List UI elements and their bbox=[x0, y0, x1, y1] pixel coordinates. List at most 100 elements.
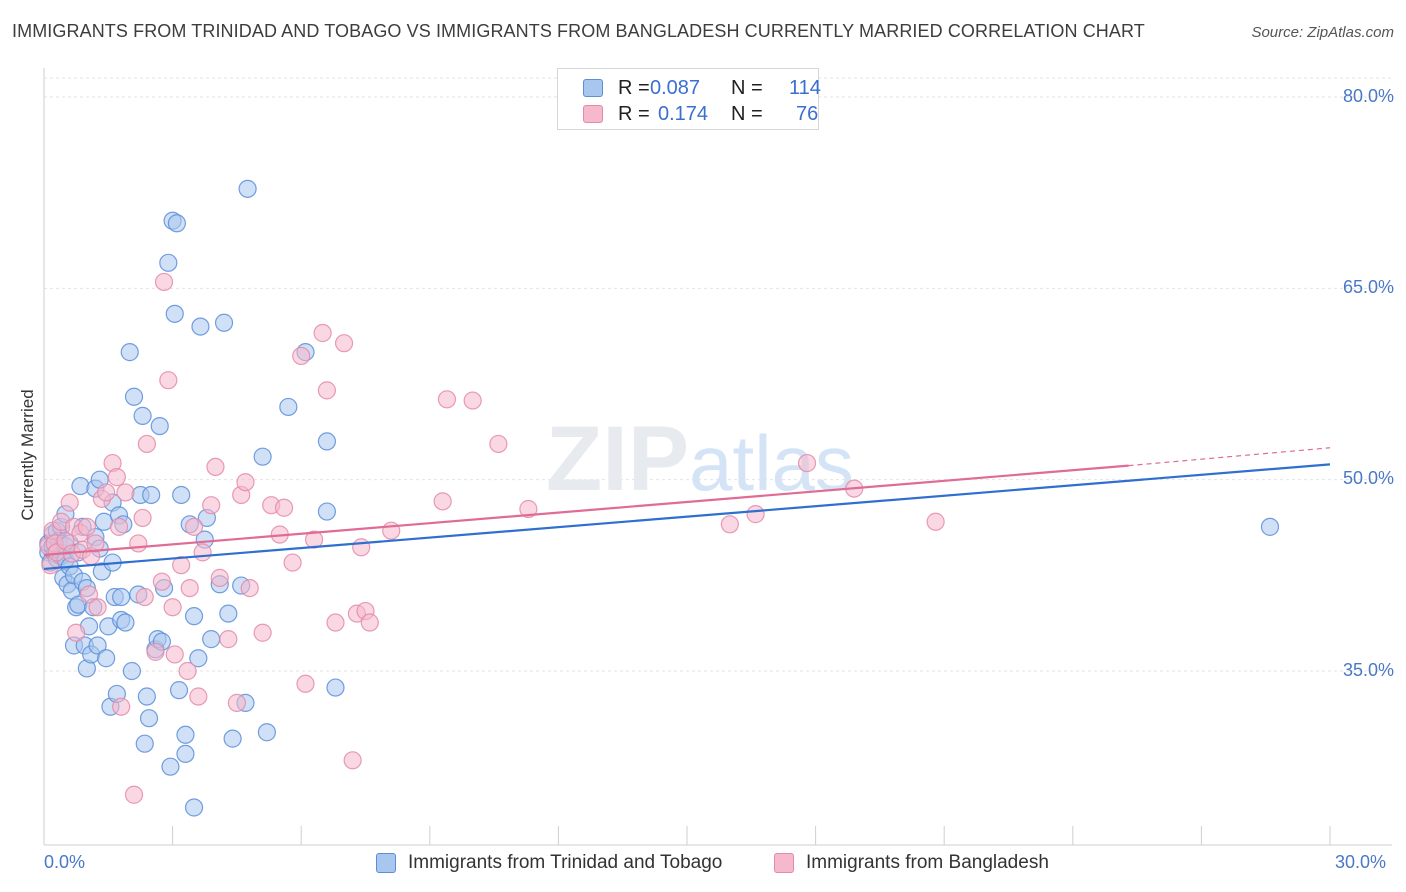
bangladesh-point bbox=[463, 391, 482, 410]
chart-title: IMMIGRANTS FROM TRINIDAD AND TOBAGO VS I… bbox=[12, 21, 1145, 41]
bangladesh-point bbox=[202, 496, 221, 515]
trinidad-point bbox=[238, 179, 257, 198]
bottom-legend-label: Immigrants from Trinidad and Tobago bbox=[408, 852, 723, 873]
bangladesh-point bbox=[165, 645, 184, 664]
bangladesh-point bbox=[86, 534, 105, 553]
bangladesh-point bbox=[313, 323, 332, 343]
trinidad-point bbox=[191, 317, 210, 336]
legend-n-value: 76 bbox=[796, 103, 819, 125]
trinidad-point bbox=[97, 649, 116, 668]
bangladesh-point bbox=[292, 346, 311, 366]
bangladesh-point bbox=[152, 572, 171, 591]
bangladesh-point bbox=[88, 598, 107, 617]
bangladesh-point bbox=[97, 483, 116, 502]
trinidad-point bbox=[112, 587, 131, 607]
trinidad-point bbox=[135, 734, 154, 753]
bangladesh-point bbox=[240, 578, 259, 598]
trinidad-point bbox=[71, 476, 90, 496]
bangladesh-point bbox=[163, 598, 182, 617]
bangladesh-point bbox=[180, 578, 199, 598]
bangladesh-point bbox=[433, 492, 452, 511]
trinidad-point bbox=[161, 757, 180, 776]
bangladesh-point bbox=[206, 457, 225, 477]
trinidad-point bbox=[189, 649, 208, 668]
bangladesh-point bbox=[326, 613, 345, 632]
bangladesh-point bbox=[926, 512, 945, 531]
data-points bbox=[39, 179, 1280, 817]
bangladesh-point bbox=[159, 371, 178, 390]
trinidad-point bbox=[317, 432, 337, 451]
trinidad-point bbox=[279, 397, 298, 417]
bangladesh-point bbox=[146, 642, 165, 661]
bangladesh-point bbox=[112, 697, 131, 716]
bangladesh-point bbox=[129, 534, 148, 553]
bangladesh-point bbox=[227, 693, 246, 712]
bangladesh-point bbox=[172, 556, 191, 575]
trinidad-point bbox=[142, 485, 161, 505]
trinidad-point bbox=[184, 798, 204, 817]
bangladesh-point bbox=[746, 505, 765, 524]
trinidad-point bbox=[214, 313, 234, 332]
bangladesh-point bbox=[193, 543, 212, 562]
trinidad-point bbox=[1260, 517, 1280, 536]
trinidad-point bbox=[167, 214, 186, 233]
trinidad-point bbox=[326, 678, 345, 697]
bottom-legend-swatch-pink bbox=[774, 853, 794, 873]
bangladesh-point bbox=[317, 381, 337, 400]
bangladesh-trend-extension bbox=[1128, 447, 1331, 467]
trinidad-point bbox=[223, 729, 242, 748]
bangladesh-point bbox=[133, 508, 152, 528]
bangladesh-point bbox=[283, 553, 302, 572]
bottom-legend-label: Immigrants from Bangladesh bbox=[806, 852, 1049, 873]
trend-lines bbox=[43, 447, 1331, 571]
bangladesh-point bbox=[135, 587, 154, 607]
trinidad-point bbox=[202, 630, 221, 649]
trinidad-point bbox=[176, 725, 195, 744]
trinidad-point bbox=[317, 502, 337, 521]
bangladesh-point bbox=[189, 687, 208, 706]
bangladesh-point bbox=[296, 674, 315, 693]
trinidad-point bbox=[137, 687, 156, 706]
bangladesh-point bbox=[154, 272, 174, 292]
x-tick-label-max: 30.0% bbox=[1335, 852, 1387, 872]
trinidad-point bbox=[88, 636, 107, 655]
legend-r-value: 0.174 bbox=[658, 103, 709, 125]
bangladesh-point bbox=[107, 468, 126, 487]
x-tick-label-min: 0.0% bbox=[44, 852, 86, 872]
trinidad-point bbox=[172, 485, 191, 505]
bangladesh-point bbox=[720, 515, 739, 534]
legend-n-label: N = bbox=[731, 77, 763, 99]
trinidad-point bbox=[184, 607, 204, 626]
trinidad-point bbox=[150, 416, 169, 436]
bangladesh-point bbox=[116, 483, 135, 502]
trinidad-point bbox=[133, 406, 152, 425]
y-axis-label: Currently Married bbox=[18, 389, 37, 521]
bangladesh-trend-line bbox=[43, 464, 1129, 557]
bangladesh-point bbox=[343, 751, 362, 770]
bangladesh-point bbox=[178, 661, 197, 681]
trinidad-point bbox=[139, 709, 159, 728]
bangladesh-point bbox=[109, 517, 129, 536]
bangladesh-point bbox=[219, 630, 238, 649]
trinidad-point bbox=[116, 613, 135, 632]
bangladesh-point bbox=[79, 585, 99, 604]
trinidad-point bbox=[219, 604, 238, 623]
trinidad-point bbox=[165, 304, 184, 323]
bangladesh-point bbox=[67, 623, 86, 642]
y-tick-label-80: 80.0% bbox=[1342, 86, 1394, 106]
bangladesh-point bbox=[77, 517, 96, 536]
stats-legend: R = 0.087 N = 114 R = 0.174 N = 76 bbox=[557, 68, 821, 130]
bangladesh-point bbox=[137, 434, 156, 454]
bangladesh-point bbox=[360, 613, 379, 632]
bangladesh-point bbox=[274, 498, 294, 517]
bangladesh-point bbox=[253, 623, 272, 642]
bangladesh-point bbox=[489, 434, 508, 454]
bangladesh-point bbox=[210, 568, 229, 587]
bottom-legend-swatch-blue bbox=[376, 853, 396, 873]
legend-swatch-blue bbox=[583, 79, 603, 97]
bangladesh-point bbox=[124, 785, 144, 804]
trinidad-trend-line bbox=[43, 463, 1331, 571]
y-tick-label-65: 65.0% bbox=[1342, 277, 1394, 297]
legend-swatch-pink bbox=[583, 105, 603, 123]
trinidad-point bbox=[253, 447, 272, 466]
